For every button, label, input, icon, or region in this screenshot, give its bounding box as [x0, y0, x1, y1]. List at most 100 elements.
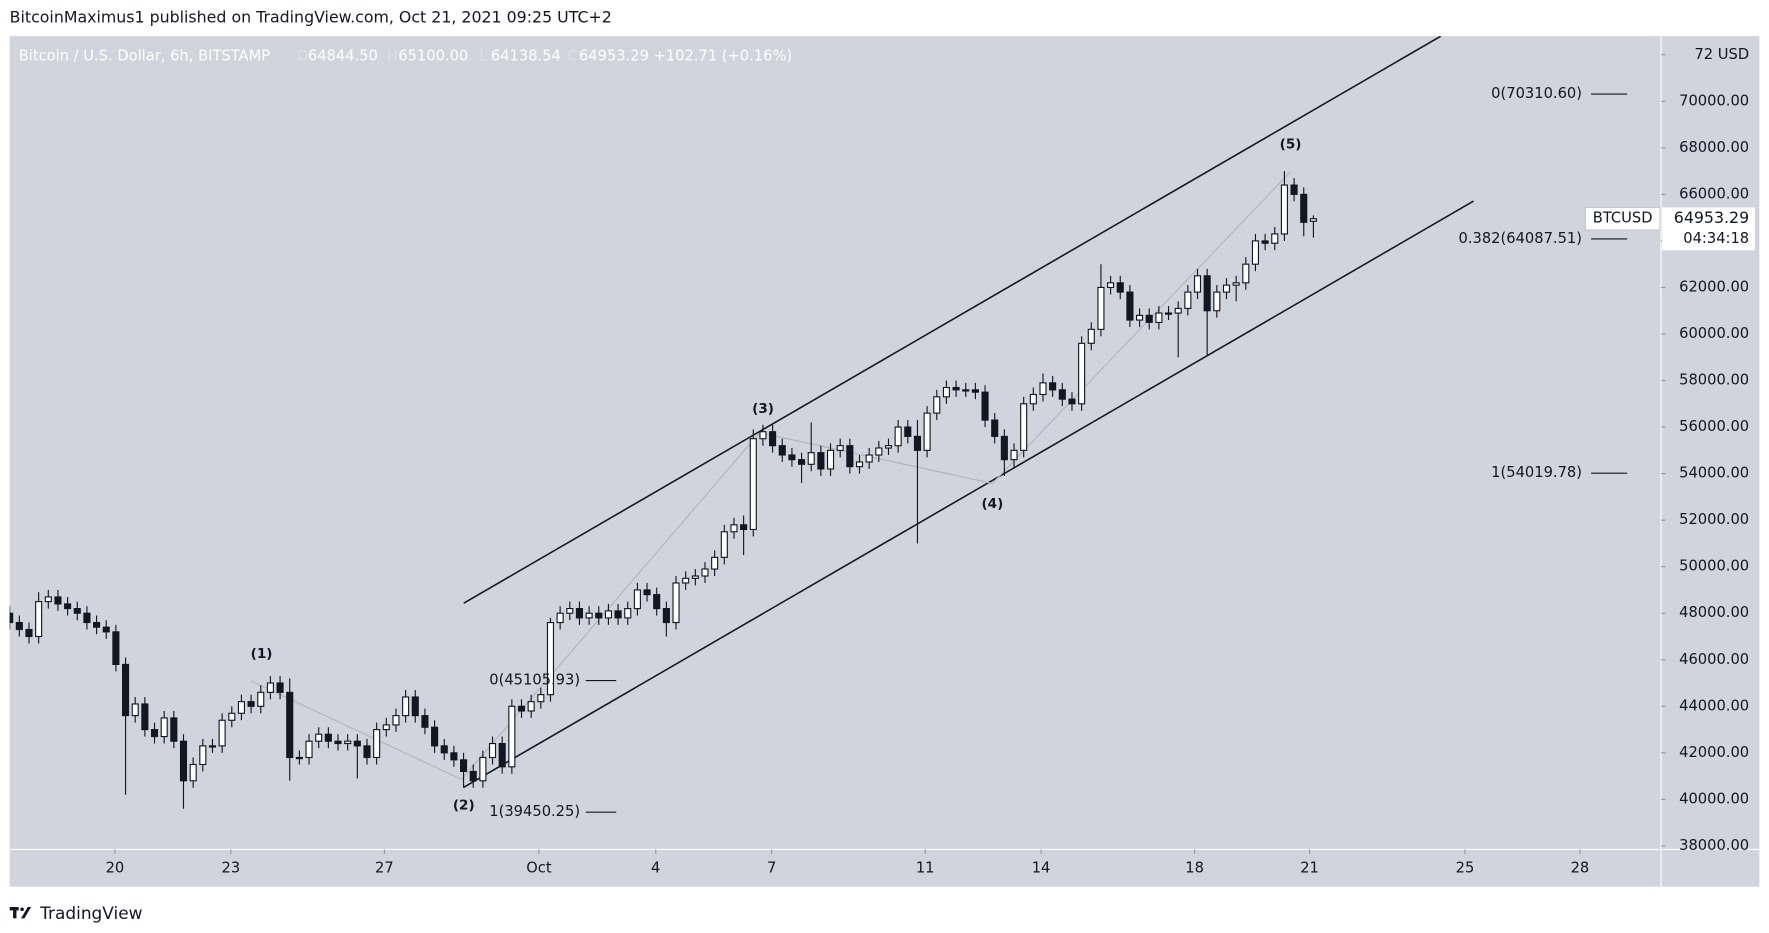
y-tick-label: 56000.00 — [1679, 418, 1749, 435]
legend-key: O — [297, 47, 309, 64]
candle-body — [402, 696, 410, 717]
candle-body — [711, 556, 719, 570]
candle-body — [720, 531, 728, 558]
candle-body — [1039, 382, 1047, 396]
candle-body — [836, 445, 844, 451]
candle-body — [933, 396, 941, 414]
candle-body — [778, 445, 786, 456]
y-tick-label: 50000.00 — [1679, 558, 1749, 575]
legend-value: 64844.50 — [308, 47, 378, 64]
candle-body — [324, 733, 332, 742]
candle-body — [653, 594, 661, 610]
candle-body — [1126, 291, 1134, 321]
y-tick-label: 60000.00 — [1679, 325, 1749, 342]
candle-body — [334, 740, 342, 745]
candle-body — [527, 701, 535, 712]
price-tag: 64953.29 — [1674, 208, 1749, 227]
x-tick-label: 7 — [767, 860, 776, 877]
candle-body — [150, 729, 159, 738]
candle-body — [1058, 389, 1066, 400]
candle-body — [855, 461, 864, 468]
publish-info: BitcoinMaximus1 published on TradingView… — [10, 8, 612, 27]
candle-body — [517, 705, 526, 712]
candle-body — [276, 682, 284, 693]
candle-body — [1136, 314, 1144, 321]
candle-body — [353, 740, 361, 747]
candle-body — [170, 717, 178, 742]
candle-body — [25, 628, 33, 638]
candle-body — [624, 608, 632, 619]
candle-body — [440, 745, 448, 754]
wave-label: (5) — [1280, 137, 1302, 153]
candle-body — [508, 705, 516, 768]
candle-body — [1087, 328, 1095, 344]
candle-body — [131, 703, 139, 717]
candle-body — [604, 610, 612, 619]
candle-body — [1000, 435, 1008, 461]
y-tick-label: 58000.00 — [1679, 372, 1749, 389]
candle-body — [923, 412, 931, 451]
candle-body — [546, 621, 555, 696]
candle-body — [228, 712, 236, 721]
legend-value: 64953.29 — [579, 47, 649, 64]
y-tick-label: 72 USD — [1694, 46, 1749, 63]
candle-body — [962, 389, 970, 392]
symbol-tag-box — [1584, 206, 1661, 231]
candle-body — [488, 742, 497, 759]
candle-body — [556, 612, 564, 624]
candle-body — [247, 701, 255, 707]
x-tick-label: 25 — [1456, 860, 1475, 877]
wave-label: (1) — [251, 646, 273, 662]
candle-body — [1164, 312, 1173, 315]
candle-body — [498, 742, 506, 768]
x-tick-label: 11 — [916, 860, 935, 877]
candle-body — [73, 608, 81, 614]
x-tick-label: 27 — [375, 860, 394, 877]
candle-body — [894, 426, 902, 447]
candle-body — [83, 612, 91, 624]
symbol-tag: BTCUSD — [1593, 210, 1653, 227]
candle-body — [1280, 184, 1288, 235]
x-tick-label: 20 — [106, 860, 125, 877]
fib-label: 0.382(64087.51) — [1459, 230, 1582, 247]
candle-body — [875, 447, 883, 456]
candle-body — [93, 621, 101, 628]
candle-body — [208, 745, 217, 748]
candle-body — [218, 719, 226, 747]
candle-body — [1145, 314, 1153, 323]
plot-area — [9, 36, 1474, 809]
channel-line — [463, 200, 1474, 788]
candle-body — [846, 445, 854, 468]
candle-body — [1049, 382, 1057, 391]
candle-body — [411, 696, 419, 717]
candle-body — [460, 759, 468, 773]
candle-body — [179, 740, 188, 782]
legend-value: 64138.54 — [491, 47, 561, 64]
legend-key: H — [387, 47, 398, 64]
candle-body — [160, 717, 168, 738]
candle-body — [199, 745, 207, 766]
candle-body — [315, 733, 323, 742]
countdown: 04:34:18 — [1683, 230, 1749, 247]
brand-logo — [9, 907, 32, 919]
x-tick-label: 28 — [1571, 860, 1590, 877]
candle-body — [44, 596, 52, 603]
candle-body — [450, 752, 458, 761]
y-tick-label: 66000.00 — [1679, 185, 1749, 202]
candle-body — [788, 454, 796, 461]
candle-body — [662, 608, 670, 624]
candle-body — [266, 682, 274, 693]
candle-body — [35, 601, 43, 638]
candle-body — [1290, 184, 1298, 195]
y-tick-label: 62000.00 — [1679, 278, 1749, 295]
candle-body — [421, 715, 429, 728]
candle-body — [672, 582, 680, 624]
candle-body — [469, 770, 477, 782]
candle-body — [971, 389, 979, 393]
candle-body — [981, 391, 989, 421]
candle-body — [189, 763, 197, 782]
y-tick-label: 68000.00 — [1679, 139, 1749, 156]
candle-body — [64, 603, 72, 610]
candle-body — [363, 745, 371, 759]
